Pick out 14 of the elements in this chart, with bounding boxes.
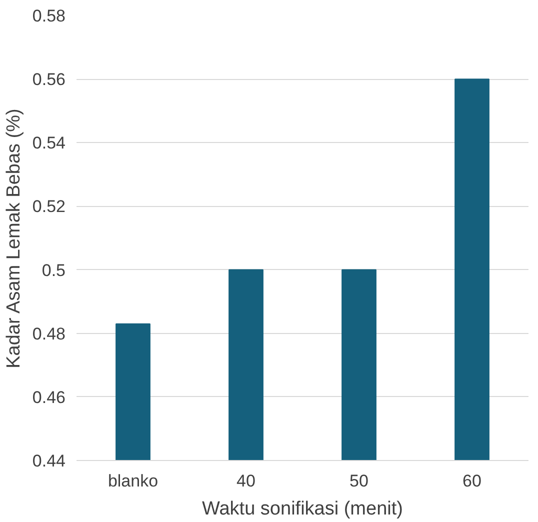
y-tick-label: 0.48 xyxy=(32,324,66,344)
y-tick-label: 0.5 xyxy=(42,260,66,280)
x-tick-label: 50 xyxy=(350,472,368,490)
y-tick-label: 0.52 xyxy=(32,197,66,216)
y-tick-label: 0.46 xyxy=(32,388,66,407)
x-tick-label: 60 xyxy=(462,472,482,490)
x-tick-label: blanko xyxy=(108,472,158,490)
x-tick-label: 40 xyxy=(236,472,256,490)
y-tick-label: 0.54 xyxy=(32,134,66,153)
y-tick-label: 0.56 xyxy=(32,70,66,90)
y-axis-title: Kadar Asam Lemak Bebas (%) xyxy=(3,108,24,368)
y-tick-label: 0.44 xyxy=(32,452,66,470)
x-axis-title: Waktu sonifikasi (menit) xyxy=(202,498,403,520)
y-tick-label: 0.58 xyxy=(32,6,66,26)
